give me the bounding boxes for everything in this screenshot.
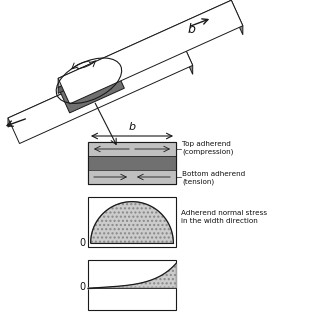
Text: Top adherend
(compression): Top adherend (compression) xyxy=(182,141,233,155)
Polygon shape xyxy=(8,40,181,127)
Polygon shape xyxy=(58,63,113,94)
Polygon shape xyxy=(58,0,243,104)
Bar xyxy=(88,142,176,156)
Text: Bottom adherend
(tension): Bottom adherend (tension) xyxy=(182,171,245,185)
Bar xyxy=(88,142,176,184)
Bar xyxy=(88,197,176,247)
Text: Adherend normal stress
in the width direction: Adherend normal stress in the width dire… xyxy=(181,210,267,224)
Polygon shape xyxy=(58,0,231,87)
Text: 0: 0 xyxy=(79,238,85,248)
Polygon shape xyxy=(58,63,124,113)
Text: $b$: $b$ xyxy=(187,22,197,36)
Bar xyxy=(88,142,176,184)
Bar xyxy=(88,260,176,310)
Polygon shape xyxy=(8,40,193,144)
Text: $b$: $b$ xyxy=(128,120,136,132)
Polygon shape xyxy=(231,0,243,35)
Bar xyxy=(88,170,176,184)
Text: 0: 0 xyxy=(79,283,85,292)
Bar xyxy=(88,156,176,170)
Polygon shape xyxy=(91,202,173,243)
Polygon shape xyxy=(181,40,193,74)
